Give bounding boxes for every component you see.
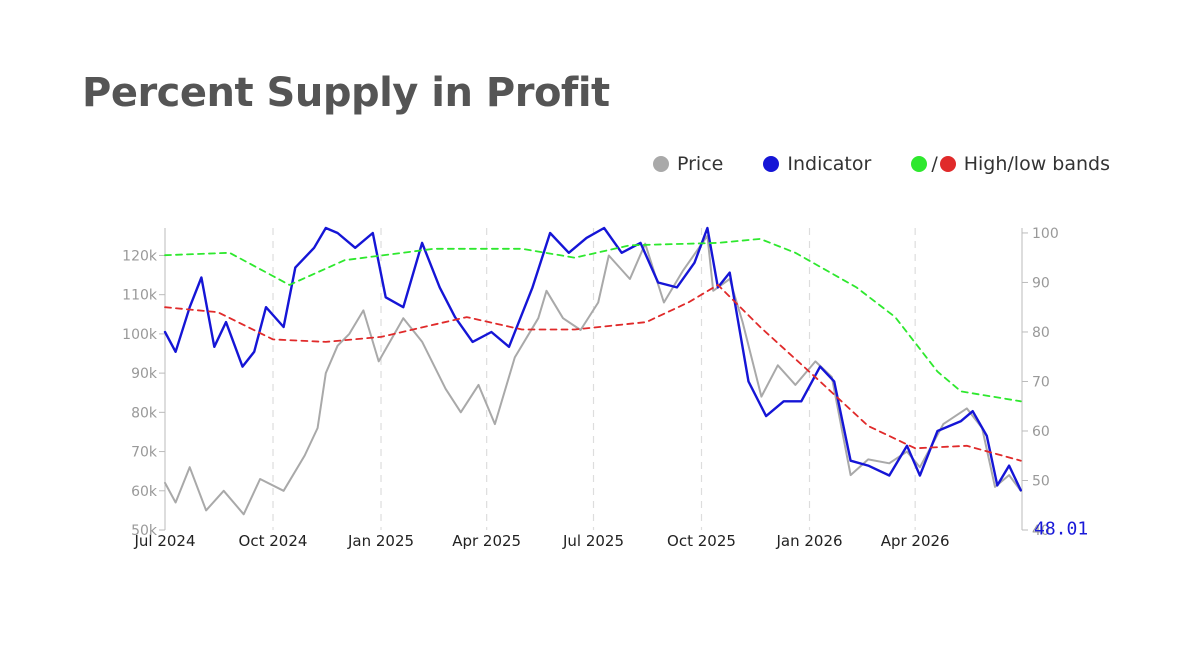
legend-label-bands: High/low bands xyxy=(963,153,1110,175)
left-tick-label: 60k xyxy=(131,484,158,500)
x-tick-label: Jan 2025 xyxy=(347,532,414,550)
legend-item-indicator[interactable]: Indicator xyxy=(763,153,871,175)
right-tick-label: 50 xyxy=(1032,473,1050,489)
left-tick-label: 50k xyxy=(131,523,158,539)
right-tick-label: 80 xyxy=(1032,325,1050,341)
legend-label-indicator: Indicator xyxy=(787,153,872,175)
right-tick-label: 70 xyxy=(1032,374,1050,390)
x-tick-label: Apr 2026 xyxy=(881,532,950,550)
high-band-swatch-icon xyxy=(911,156,928,172)
x-tick-label: Apr 2025 xyxy=(452,532,521,550)
indicator-series-line xyxy=(163,226,1022,492)
low-band-swatch-icon xyxy=(939,156,956,172)
price-swatch-icon xyxy=(653,156,669,172)
legend-item-bands[interactable]: / High/low bands xyxy=(911,153,1110,175)
right-tick-label: 90 xyxy=(1032,275,1050,291)
indicator-swatch-icon xyxy=(763,156,780,172)
legend-label-price: Price xyxy=(677,153,724,175)
right-tick-label: 100 xyxy=(1032,226,1059,242)
left-tick-label: 70k xyxy=(131,445,158,461)
left-tick-label: 80k xyxy=(131,405,158,421)
left-tick-label: 90k xyxy=(131,366,158,382)
left-tick-label: 110k xyxy=(122,288,158,304)
indicator-last-value-label: 48.01 xyxy=(1034,518,1088,539)
legend-item-price[interactable]: Price xyxy=(653,153,723,175)
x-tick-label: Oct 2024 xyxy=(239,532,308,550)
x-tick-label: Jul 2024 xyxy=(133,532,195,550)
x-tick-label: Oct 2025 xyxy=(667,532,736,550)
legend-bands-slash: / xyxy=(931,153,938,175)
left-tick-label: 120k xyxy=(122,248,158,264)
high-band-line xyxy=(164,238,1022,403)
x-tick-label: Jan 2026 xyxy=(775,532,842,550)
right-tick-label: 60 xyxy=(1032,424,1050,440)
price-series-line xyxy=(164,234,1022,516)
right-tick-label: 40 xyxy=(1032,523,1050,539)
chart-title: Percent Supply in Profit xyxy=(82,70,610,116)
low-band-line xyxy=(164,284,1022,462)
x-tick-label: Jul 2025 xyxy=(562,532,624,550)
chart-legend: Price Indicator / High/low bands xyxy=(653,153,1110,175)
left-tick-label: 100k xyxy=(122,327,158,343)
